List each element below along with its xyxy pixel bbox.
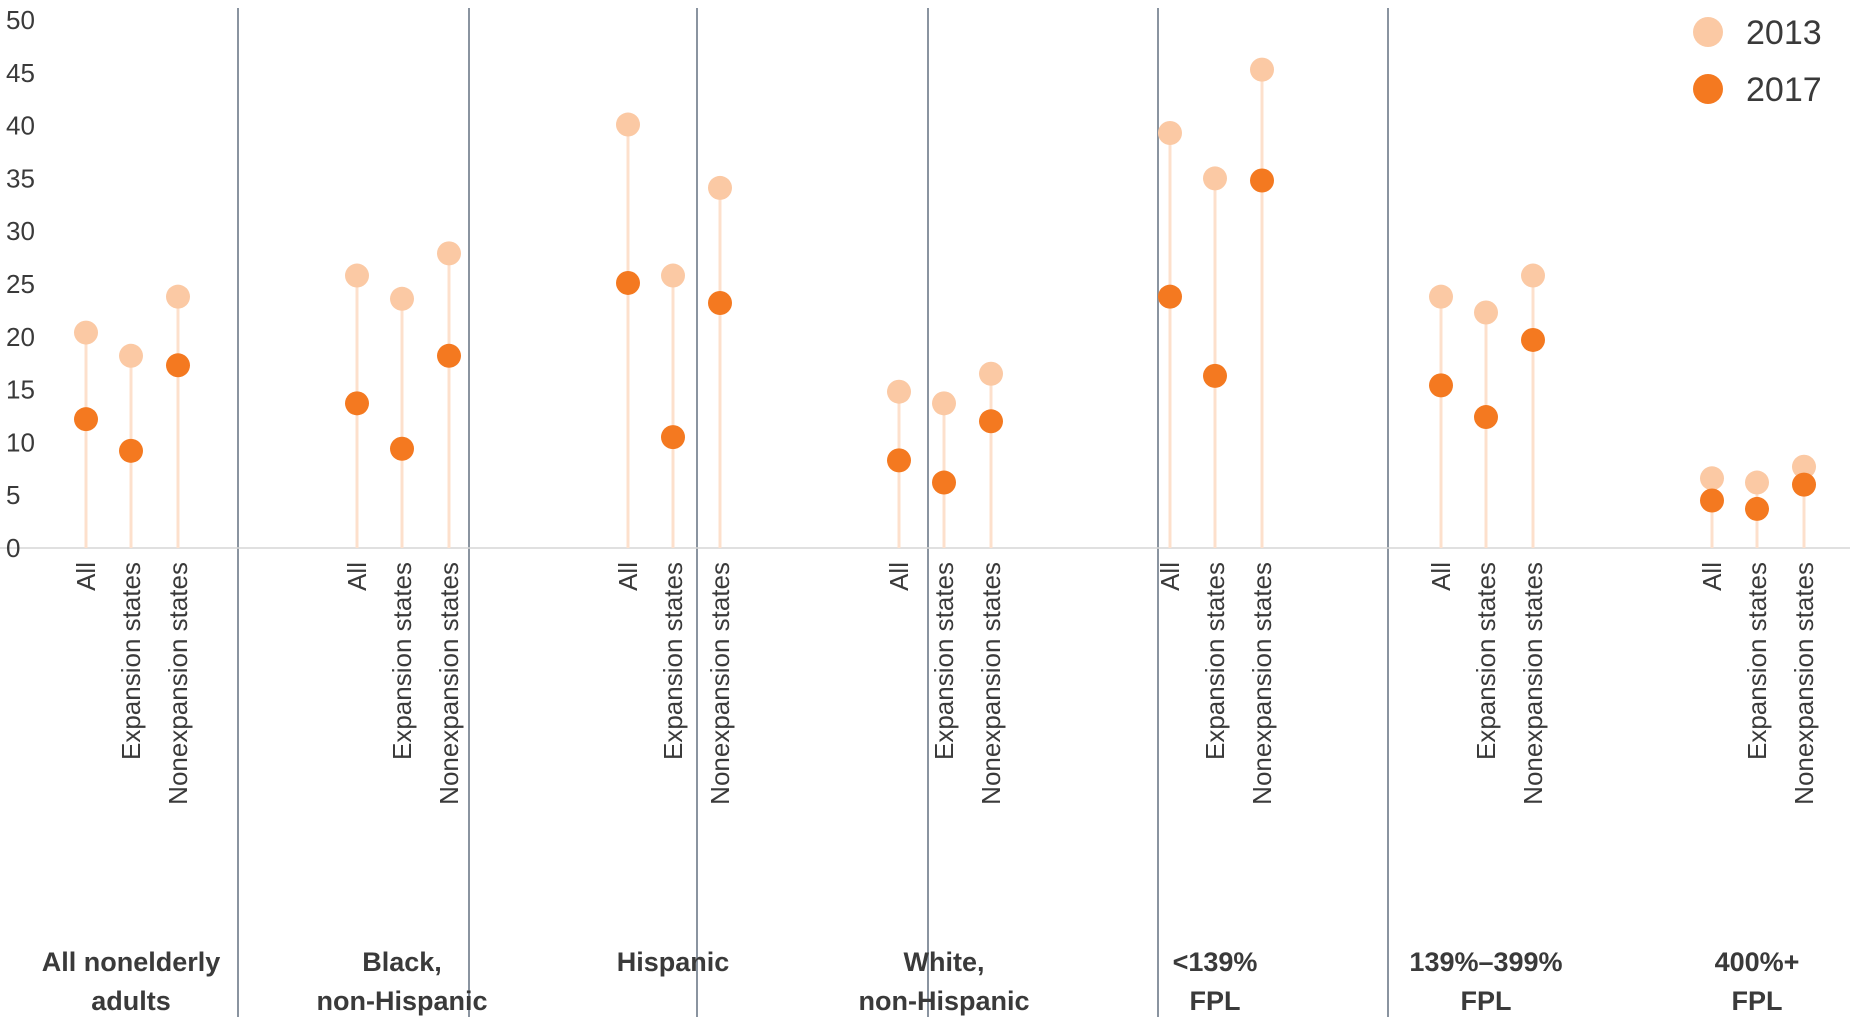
category-labels: All Expansion states Nonexpansion states Al… [71, 562, 1819, 805]
group-label: Black, [362, 947, 442, 977]
group-label: Hispanic [617, 947, 730, 977]
point-2013 [166, 284, 190, 309]
point-2013 [1158, 120, 1182, 145]
point-2017 [390, 436, 414, 461]
category-label: Expansion states [387, 562, 417, 760]
group-label: FPL [1732, 986, 1783, 1016]
point-2017 [979, 409, 1003, 434]
point-2013 [932, 391, 956, 416]
y-tick-label: 30 [6, 216, 35, 246]
category-label: Nonexpansion states [1247, 562, 1277, 805]
point-2017 [119, 438, 143, 463]
data-points [74, 57, 1816, 521]
point-2017 [1158, 284, 1182, 309]
point-2013 [1792, 454, 1816, 479]
y-tick-label: 50 [6, 5, 35, 35]
y-axis: 0 5 10 15 20 25 30 35 40 45 50 [6, 5, 35, 563]
category-label: Nonexpansion states [434, 562, 464, 805]
point-2017 [1250, 168, 1274, 193]
group-label: 139%–399% [1409, 947, 1562, 977]
legend-marker-2017 [1693, 74, 1723, 104]
category-label: Expansion states [929, 562, 959, 760]
category-label: Nonexpansion states [1789, 562, 1819, 805]
point-2013 [1250, 57, 1274, 82]
category-label: All [342, 562, 372, 591]
y-tick-label: 20 [6, 322, 35, 352]
y-tick-label: 45 [6, 58, 35, 88]
point-2013 [119, 343, 143, 368]
category-label: All [613, 562, 643, 591]
category-label: Expansion states [1742, 562, 1772, 760]
category-label: Nonexpansion states [705, 562, 735, 805]
category-label: All [1697, 562, 1727, 591]
group-labels: All nonelderly adults Black, non-Hispanic Hi… [42, 947, 1800, 1016]
legend-label-2017: 2017 [1746, 71, 1822, 109]
point-2013 [616, 112, 640, 137]
category-label: All [1426, 562, 1456, 591]
point-2017 [1429, 373, 1453, 398]
group-label: 400%+ [1715, 947, 1800, 977]
point-2017 [932, 470, 956, 495]
category-label: Nonexpansion states [163, 562, 193, 805]
legend-label-2013: 2013 [1746, 14, 1822, 52]
group-label: non-Hispanic [316, 986, 487, 1016]
y-tick-label: 35 [6, 163, 35, 193]
point-2013 [979, 361, 1003, 386]
point-2017 [345, 391, 369, 416]
group-label: adults [91, 986, 171, 1016]
point-2017 [1203, 363, 1227, 388]
y-tick-label: 25 [6, 269, 35, 299]
y-tick-label: 5 [6, 480, 20, 510]
point-2013 [345, 263, 369, 288]
group-label: All nonelderly [42, 947, 221, 977]
category-label: All [1155, 562, 1185, 591]
point-2013 [708, 175, 732, 200]
point-2017 [616, 270, 640, 295]
y-tick-label: 10 [6, 427, 35, 457]
point-2017 [74, 407, 98, 432]
point-2013 [437, 241, 461, 266]
legend: 2013 2017 [1693, 14, 1822, 109]
point-2017 [887, 448, 911, 473]
point-2017 [1521, 327, 1545, 352]
category-label: Nonexpansion states [1518, 562, 1548, 805]
point-2013 [1521, 263, 1545, 288]
point-2013 [1429, 284, 1453, 309]
point-2017 [1745, 496, 1769, 521]
point-2017 [708, 291, 732, 316]
point-2017 [166, 353, 190, 378]
point-2017 [437, 343, 461, 368]
point-2013 [887, 379, 911, 404]
group-separators [237, 8, 1389, 1017]
point-2017 [1792, 472, 1816, 497]
group-label: White, [904, 947, 985, 977]
group-label: <139% [1173, 947, 1258, 977]
category-label: Expansion states [1471, 562, 1501, 760]
point-2017 [1474, 405, 1498, 430]
group-label: FPL [1461, 986, 1512, 1016]
legend-marker-2013 [1693, 17, 1723, 47]
point-2017 [661, 425, 685, 450]
category-label: Expansion states [1200, 562, 1230, 760]
category-label: All [71, 562, 101, 591]
category-label: All [884, 562, 914, 591]
category-label: Nonexpansion states [976, 562, 1006, 805]
point-2013 [74, 320, 98, 345]
point-2013 [1474, 300, 1498, 325]
point-2017 [1700, 488, 1724, 513]
point-2013 [1203, 166, 1227, 191]
y-tick-label: 40 [6, 111, 35, 141]
category-label: Expansion states [658, 562, 688, 760]
point-2013 [1700, 466, 1724, 491]
point-2013 [1745, 470, 1769, 495]
group-label: non-Hispanic [858, 986, 1029, 1016]
point-2013 [661, 263, 685, 288]
y-tick-label: 15 [6, 375, 35, 405]
y-tick-label: 0 [6, 533, 20, 563]
point-2013 [390, 286, 414, 311]
group-label: FPL [1190, 986, 1241, 1016]
category-label: Expansion states [116, 562, 146, 760]
